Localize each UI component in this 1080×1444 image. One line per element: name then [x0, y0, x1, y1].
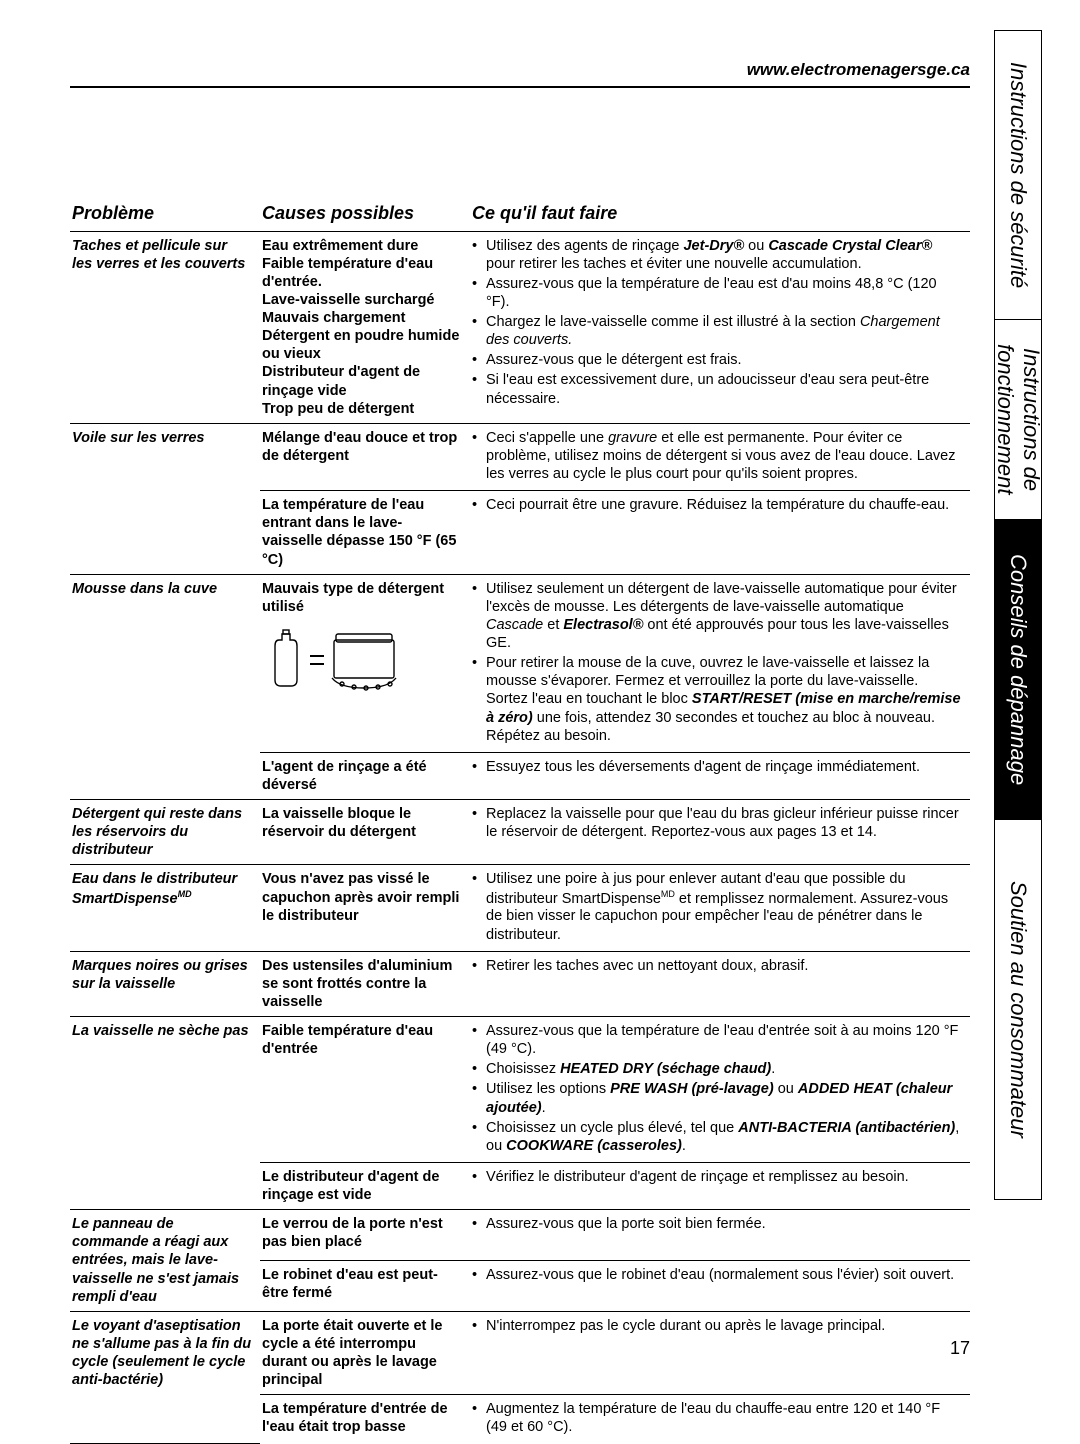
- r5-todo: Utilisez une poire à jus pour enlever au…: [470, 865, 970, 951]
- r1-cause: Eau extrêmement dure Faible température …: [260, 231, 470, 423]
- r9a-todo: N'interrompez pas le cycle durant ou apr…: [470, 1311, 970, 1395]
- tab-safety[interactable]: Instructions de sécurité: [994, 30, 1042, 320]
- r9b-cause: La température d'entrée de l'eau était t…: [260, 1395, 470, 1444]
- r1-todo: Utilisez des agents de rinçage Jet-Dry® …: [470, 231, 970, 423]
- r8a-cause: Le verrou de la porte n'est pas bien pla…: [260, 1210, 470, 1261]
- r8a-todo: Assurez-vous que la porte soit bien ferm…: [470, 1210, 970, 1261]
- r1-problem: Taches et pellicule sur les verres et le…: [70, 231, 260, 423]
- r2a-todo: Ceci s'appelle une gravure et elle est p…: [470, 423, 970, 490]
- page-number: 17: [950, 1338, 970, 1359]
- r7b-todo: Vérifiez le distributeur d'agent de rinç…: [470, 1162, 970, 1209]
- r8b-cause: Le robinet d'eau est peut-être fermé: [260, 1261, 470, 1312]
- col-problem: Problème: [70, 198, 260, 231]
- r3-problem: Mousse dans la cuve: [70, 574, 260, 799]
- r8b-todo: Assurez-vous que le robinet d'eau (norma…: [470, 1261, 970, 1312]
- r9b-todo: Augmentez la température de l'eau du cha…: [470, 1395, 970, 1444]
- r9a-cause: La porte était ouverte et le cycle a été…: [260, 1311, 470, 1395]
- r1-problem-l1: Taches et pellicule sur: [72, 238, 227, 254]
- tab-troubleshoot[interactable]: Conseils de dépannage: [994, 520, 1042, 820]
- r7b-cause: Le distributeur d'agent de rinçage est v…: [260, 1162, 470, 1209]
- section-tabs: Instructions de sécurité Instructions de…: [994, 30, 1042, 1350]
- r2b-todo: Ceci pourrait être une gravure. Réduisez…: [470, 491, 970, 575]
- troubleshooting-table: Problème Causes possibles Ce qu'il faut …: [70, 198, 970, 1444]
- r4-problem: Détergent qui reste dans les réservoirs …: [70, 800, 260, 865]
- r2b-cause: La température de l'eau entrant dans le …: [260, 491, 470, 575]
- tab-operation[interactable]: Instructions de fonctionnement: [994, 320, 1042, 520]
- r3a-cause: Mauvais type de détergent utilisé: [260, 574, 470, 752]
- r7a-todo: Assurez-vous que la température de l'eau…: [470, 1017, 970, 1163]
- r5-cause: Vous n'avez pas vissé le capuchon après …: [260, 865, 470, 951]
- r3b-cause: L'agent de rinçage a été déversé: [260, 752, 470, 799]
- detergent-icon: [262, 622, 462, 697]
- r6-todo: Retirer les taches avec un nettoyant dou…: [470, 951, 970, 1016]
- col-cause: Causes possibles: [260, 198, 470, 231]
- r1-problem-l2: les verres et les couverts: [72, 256, 245, 272]
- r5-problem: Eau dans le distributeur SmartDispenseMD: [70, 865, 260, 951]
- r2a-cause: Mélange d'eau douce et trop de détergent: [260, 423, 470, 490]
- r6-cause: Des ustensiles d'aluminium se sont frott…: [260, 951, 470, 1016]
- r3a-todo: Utilisez seulement un détergent de lave-…: [470, 574, 970, 752]
- r4-todo: Replacez la vaisselle pour que l'eau du …: [470, 800, 970, 865]
- r2-problem: Voile sur les verres: [70, 423, 260, 574]
- r7a-cause: Faible température d'eau d'entrée: [260, 1017, 470, 1163]
- r9-problem: Le voyant d'aseptisation ne s'allume pas…: [70, 1311, 260, 1443]
- r3b-todo: Essuyez tous les déversements d'agent de…: [470, 752, 970, 799]
- col-todo: Ce qu'il faut faire: [470, 198, 970, 231]
- r8-problem: Le panneau de commande a réagi aux entré…: [70, 1210, 260, 1312]
- r6-problem: Marques noires ou grises sur la vaissell…: [70, 951, 260, 1016]
- website-url: www.electromenagersge.ca: [70, 60, 970, 88]
- r7-problem: La vaisselle ne sèche pas: [70, 1017, 260, 1210]
- r4-cause: La vaisselle bloque le réservoir du déte…: [260, 800, 470, 865]
- tab-operation-label: Instructions de fonctionnement: [992, 340, 1044, 499]
- tab-support[interactable]: Soutien au consommateur: [994, 820, 1042, 1200]
